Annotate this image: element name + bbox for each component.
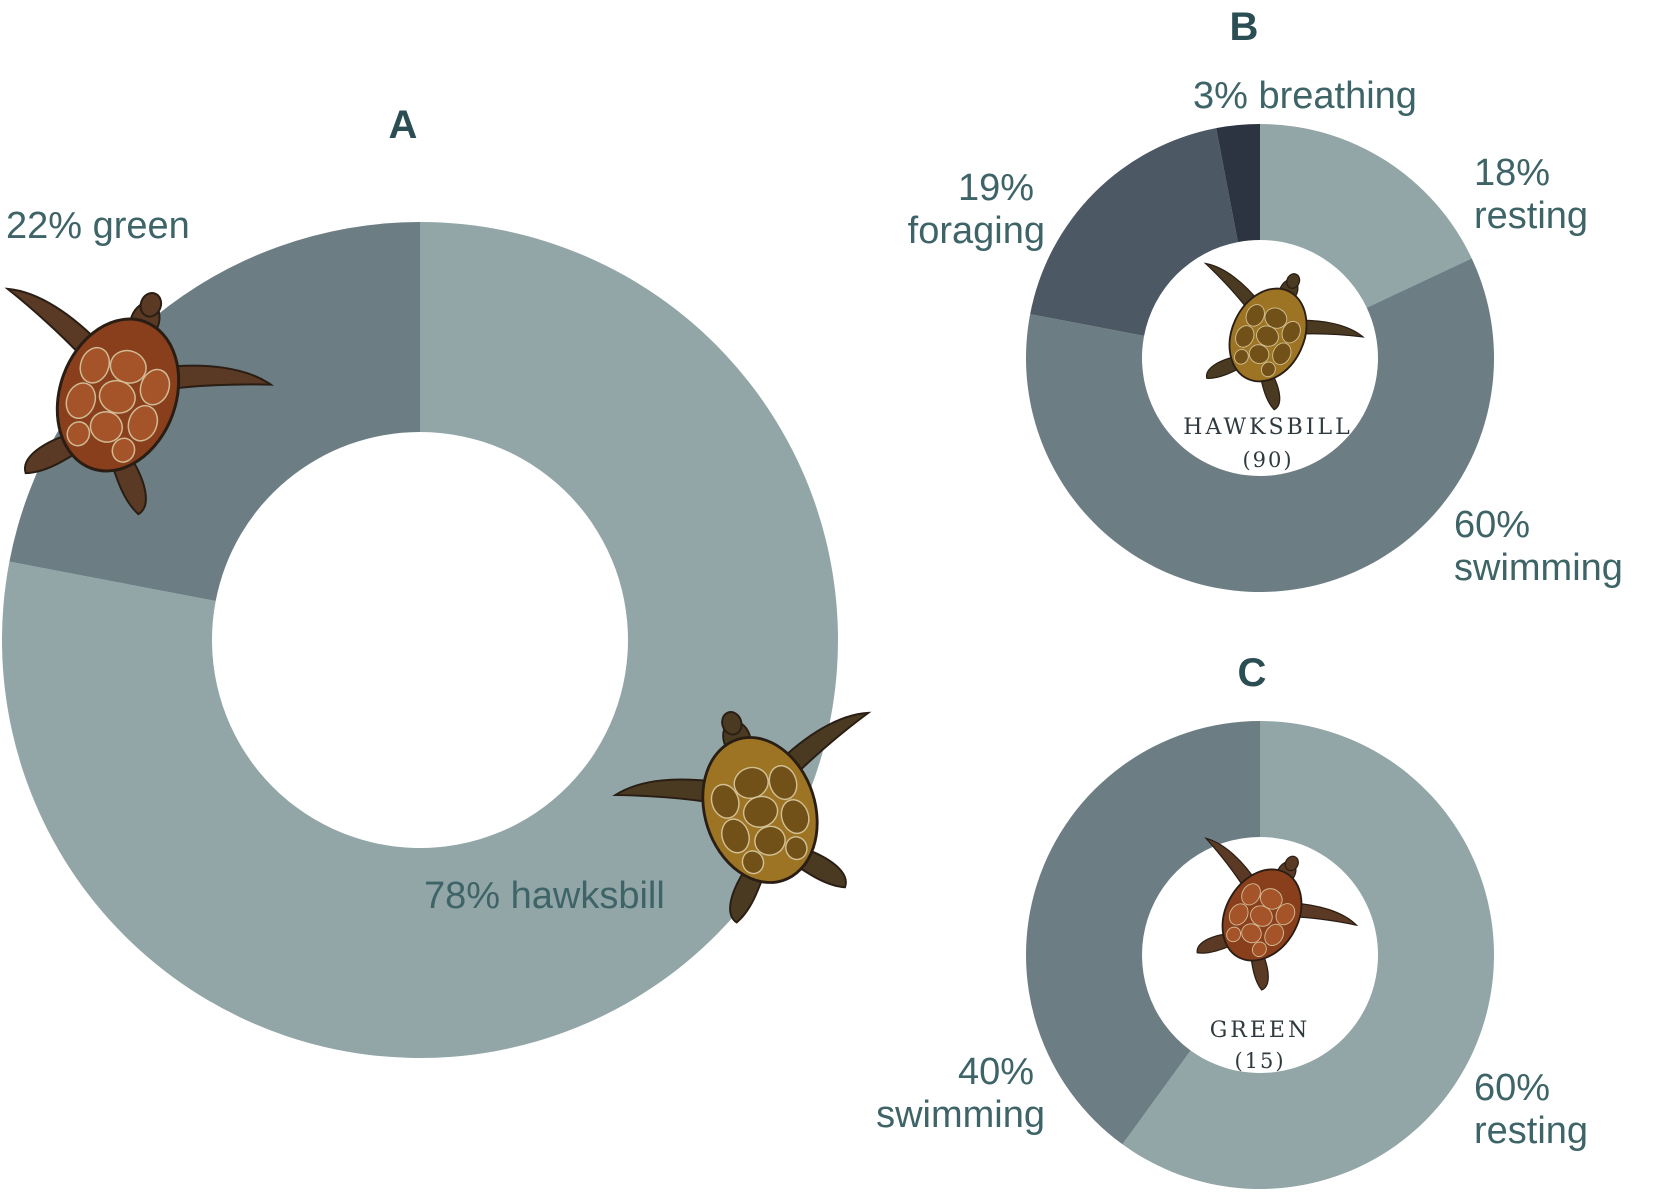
label-b-swimming-name: swimming [1454,547,1623,589]
hawksbill-turtle-icon [612,711,872,924]
donut-slice-c-1 [1026,721,1260,1145]
label-c-resting-pct: 60% [1474,1067,1550,1109]
label-c-resting-name: resting [1474,1110,1588,1152]
donut-slice-a-0 [2,222,839,1058]
center-label-c: GREEN [1210,1018,1311,1043]
hawksbill-turtle-icon [1203,262,1365,411]
donut-slice-b-0 [1260,124,1472,308]
donut-slice-a-1 [9,222,420,602]
donut-chart-a [2,222,839,1058]
donut-slice-c-0 [1122,721,1495,1189]
donut-chart-c [1026,721,1495,1189]
label-b-swimming-pct: 60% [1454,504,1530,546]
center-label-b: HAWKSBILL [1183,415,1352,440]
panel-b-letter: B [1230,5,1259,49]
label-c-swimming-pct: 40% [958,1051,1034,1093]
donut-slice-b-2 [1030,128,1238,336]
center-count-c: (15) [1234,1049,1285,1073]
label-b-resting-name: resting [1474,195,1588,237]
label-b-foraging-name: foraging [908,210,1045,252]
panel-a-letter: A [389,103,418,147]
donut-slice-b-3 [1216,124,1260,243]
donut-slice-b-1 [1025,258,1494,593]
label-b-foraging-pct: 19% [958,167,1034,209]
label-c-swimming-name: swimming [876,1094,1045,1136]
label-b-breathing: 3% breathing [1193,75,1417,117]
label-a-green: 22% green [6,205,190,247]
label-a-hawksbill: 78% hawksbill [424,875,665,917]
panel-c-letter: C [1238,651,1267,695]
donut-chart-b [1025,124,1494,593]
center-count-b: (90) [1242,448,1293,472]
green-turtle-icon [1196,837,1359,991]
label-b-resting-pct: 18% [1474,152,1550,194]
green-turtle-icon [4,287,275,516]
